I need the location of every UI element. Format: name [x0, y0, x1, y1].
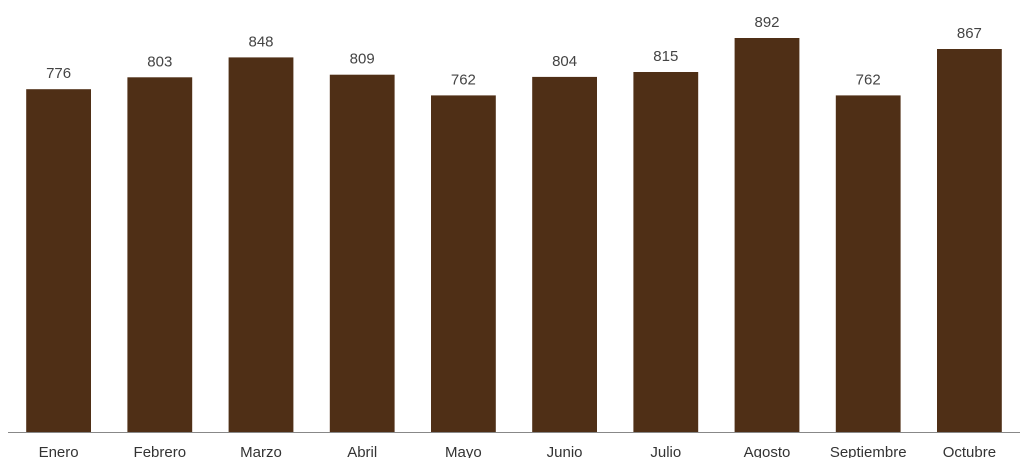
data-label-febrero: 803: [147, 53, 172, 70]
bar-julio: [633, 72, 699, 432]
x-tick-label-junio: Junio: [547, 444, 583, 458]
bar-octubre: [937, 49, 1002, 432]
x-tick-label-marzo: Marzo: [240, 444, 282, 458]
x-tick-label-mayo: Mayo: [445, 444, 482, 458]
data-label-enero: 776: [46, 65, 71, 82]
x-tick-label-abril: Abril: [347, 444, 377, 458]
bar-agosto: [734, 38, 800, 432]
x-tick-label-agosto: Agosto: [744, 444, 791, 458]
bar-septiembre: [835, 95, 901, 433]
data-labels-group: 776 803 848 809 762 804 815 892 762 867: [46, 14, 982, 88]
bars-group: [26, 38, 1002, 433]
x-tick-label-enero: Enero: [39, 444, 79, 458]
data-label-abril: 809: [350, 51, 375, 68]
x-tick-label-febrero: Febrero: [134, 444, 187, 458]
bar-marzo: [228, 57, 294, 433]
data-label-junio: 804: [552, 53, 577, 70]
bar-mayo: [431, 95, 496, 433]
bar-abril: [329, 74, 395, 432]
bar-febrero: [127, 77, 193, 433]
bar-enero: [26, 89, 92, 432]
data-label-septiembre: 762: [856, 71, 881, 88]
x-tick-labels-group: Enero Febrero Marzo Abril Mayo Junio Julio Agos…: [39, 444, 996, 458]
x-tick-label-octubre: Octubre: [943, 444, 996, 458]
data-label-julio: 815: [653, 48, 678, 65]
x-tick-label-julio: Julio: [650, 444, 681, 458]
bar-junio: [532, 76, 597, 433]
data-label-agosto: 892: [754, 14, 779, 31]
x-tick-label-septiembre: Septiembre: [830, 444, 907, 458]
data-label-marzo: 848: [248, 33, 273, 50]
data-label-octubre: 867: [957, 25, 982, 42]
data-label-mayo: 762: [451, 71, 476, 88]
